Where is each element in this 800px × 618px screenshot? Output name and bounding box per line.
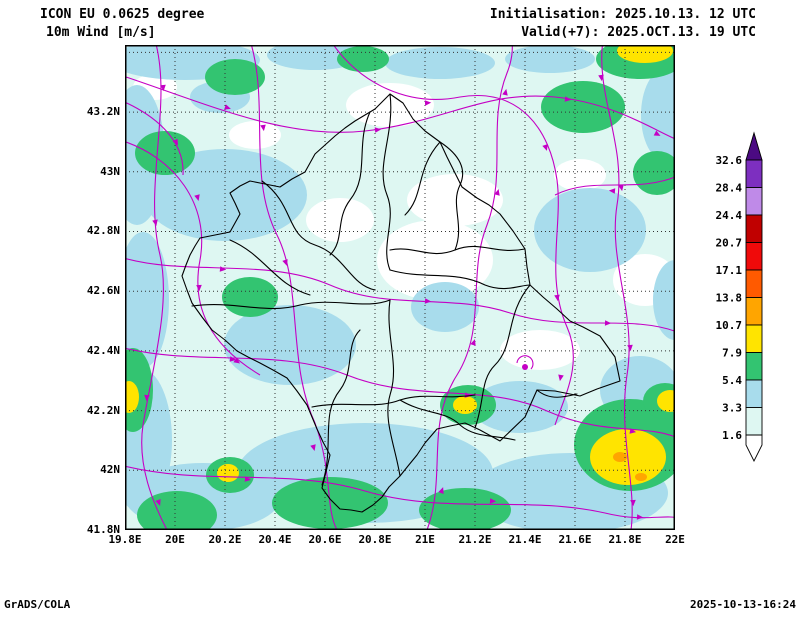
field-title: 10m Wind [m/s] — [46, 25, 156, 40]
legend-band — [745, 324, 763, 353]
model-title: ICON EU 0.0625 degree — [40, 7, 205, 22]
legend-band — [745, 297, 763, 326]
x-axis-label: 20E — [165, 533, 185, 546]
valid-time: Valid(+7): 2025.OCT.13. 19 UTC — [521, 25, 756, 40]
x-axis-label: 21.8E — [608, 533, 642, 546]
legend-level-label: 3.3 — [722, 402, 742, 415]
y-axis-label: 42N — [100, 463, 120, 477]
legend-level-label: 32.6 — [716, 154, 743, 167]
wind-map-canvas — [125, 45, 675, 530]
plot-frame — [125, 45, 675, 530]
legend-band — [745, 407, 763, 436]
legend-band — [745, 269, 763, 298]
x-axis-label: 19.8E — [108, 533, 142, 546]
legend-level-label: 10.7 — [716, 319, 743, 332]
x-axis-label: 21.4E — [508, 533, 542, 546]
legend-band — [745, 242, 763, 271]
x-axis-label: 22E — [665, 533, 685, 546]
administrative-boundaries — [181, 93, 621, 513]
legend-level-label: 5.4 — [722, 374, 742, 387]
legend-band — [745, 131, 763, 161]
y-axis-label: 43N — [100, 164, 120, 178]
grads-credit: GrADS/COLA — [4, 598, 71, 611]
x-axis-label: 20.8E — [358, 533, 392, 546]
x-axis-label: 21E — [415, 533, 435, 546]
title-block: ICON EU 0.0625 degree 10m Wind [m/s] — [40, 6, 204, 42]
initialisation-time: Initialisation: 2025.10.13. 12 UTC — [489, 7, 756, 22]
legend-level-label: 17.1 — [716, 264, 743, 277]
lat-lon-grid — [125, 45, 675, 530]
legend-level-label: 24.4 — [716, 209, 743, 222]
x-axis-label: 20.4E — [258, 533, 292, 546]
legend-level-label: 13.8 — [716, 292, 743, 305]
legend-level-label: 20.7 — [716, 237, 743, 250]
y-axis-label: 42.8N — [86, 224, 120, 238]
legend-band — [745, 379, 763, 408]
legend-band — [745, 214, 763, 243]
legend-level-label: 28.4 — [716, 182, 743, 195]
run-info-block: Initialisation: 2025.10.13. 12 UTC Valid… — [490, 6, 756, 42]
wind-speed-legend: 32.6 28.4 24.4 20.7 17.1 13.8 10.7 7.9 5.4 3.3 1.6 — [706, 128, 766, 477]
legend-colorbar: 32.6 28.4 24.4 20.7 17.1 13.8 10.7 7.9 5.4 3.3 1.6 — [716, 131, 763, 463]
y-axis-label: 43.2N — [86, 105, 120, 118]
legend-level-label: 1.6 — [722, 429, 742, 442]
legend-band — [745, 159, 763, 188]
map-plot-area — [125, 45, 675, 530]
x-axis-label: 20.2E — [208, 533, 242, 546]
y-axis-label: 42.4N — [86, 343, 120, 357]
wind-fill-blobs — [125, 45, 675, 530]
wind-streamlines — [125, 45, 675, 530]
legend-band — [745, 352, 763, 381]
y-axis-label: 41.8N — [86, 522, 120, 536]
legend-band — [745, 434, 763, 463]
y-axis-label: 42.6N — [86, 284, 120, 298]
x-axis-label: 21.2E — [458, 533, 492, 546]
creation-timestamp: 2025-10-13-16:24 — [690, 598, 796, 611]
y-axis-label: 42.2N — [86, 403, 120, 417]
legend-band — [745, 187, 763, 216]
x-axis-label: 21.6E — [558, 533, 592, 546]
legend-level-label: 7.9 — [722, 347, 742, 360]
x-axis-label: 20.6E — [308, 533, 342, 546]
